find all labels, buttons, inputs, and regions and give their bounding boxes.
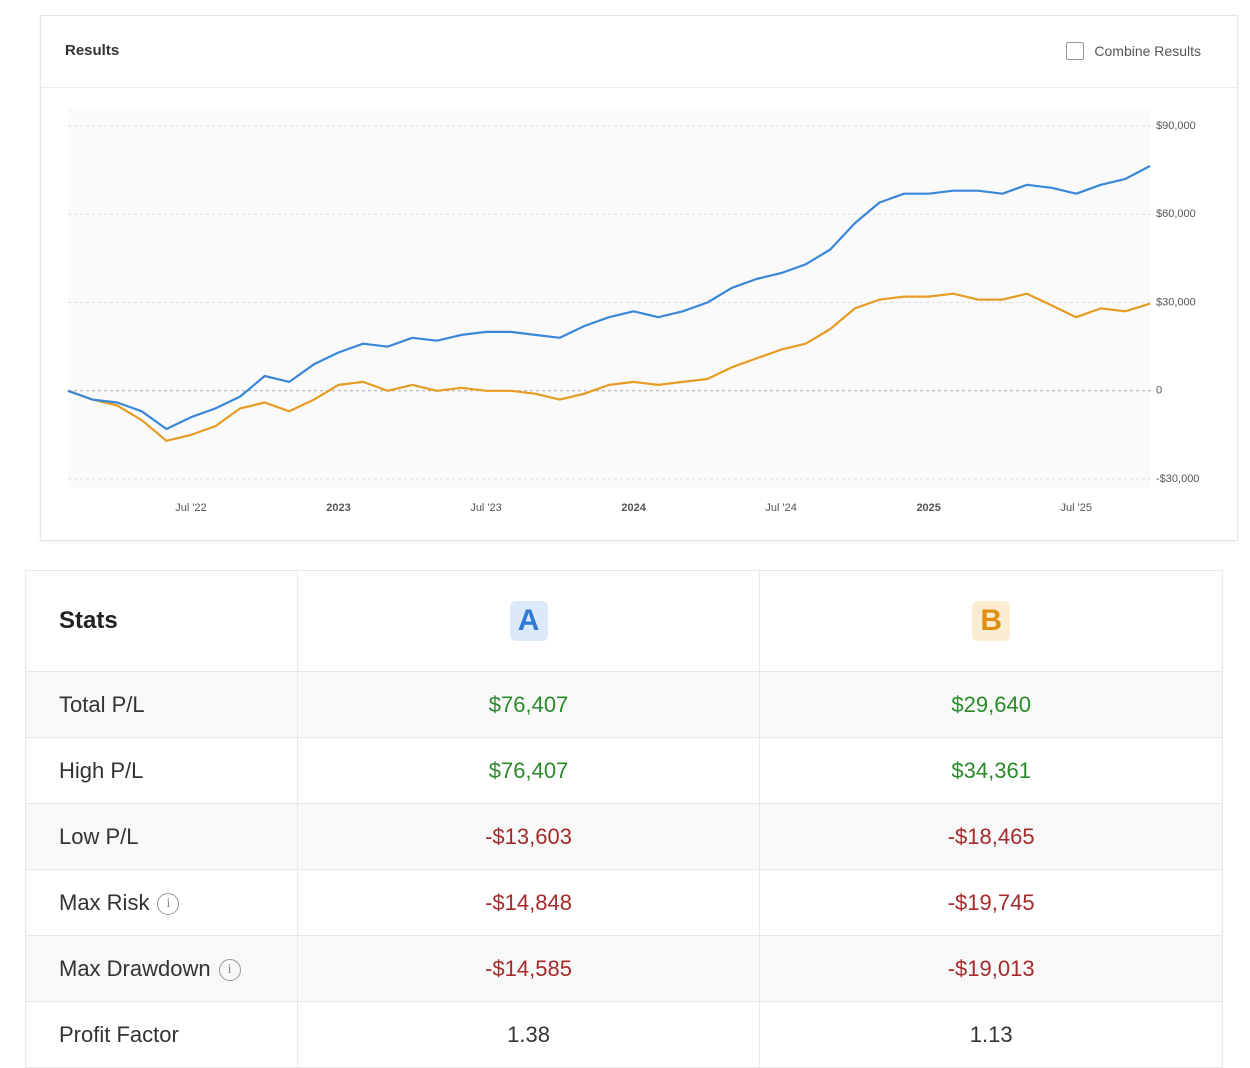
cell: -$18,465: [759, 803, 1223, 870]
x-tick-label: Jul '25: [1061, 502, 1092, 514]
y-tick-label: $90,000: [1156, 120, 1196, 132]
row-label: Low P/L: [25, 803, 298, 870]
cell: -$19,013: [759, 935, 1223, 1002]
cell: -$14,585: [296, 935, 761, 1002]
checkbox[interactable]: [1066, 42, 1085, 60]
header-cell: B: [759, 570, 1223, 672]
header-row: Stats A B: [25, 570, 1223, 672]
x-tick-label: 2025: [916, 502, 940, 514]
x-tick-label: Jul '23: [470, 502, 501, 514]
cell: -$14,848: [296, 869, 761, 936]
row-label-cell: Max Drawdown i: [25, 935, 298, 1002]
y-tick-label: -$30,000: [1156, 473, 1199, 485]
row: Max Risk i -$14,848 -$19,745: [25, 869, 1223, 936]
row-label: Max Risk: [59, 889, 150, 915]
y-tick-label: $30,000: [1156, 296, 1196, 308]
x-tick-label: Jul '22: [175, 502, 206, 514]
row-label: High P/L: [25, 737, 298, 804]
header-cell: Stats: [25, 570, 298, 672]
cell: 1.13: [759, 1001, 1223, 1068]
y-tick-label: $60,000: [1156, 208, 1196, 220]
row-label: Max Drawdown: [59, 955, 211, 981]
card-header: Results Combine Results: [41, 16, 1237, 88]
row: Low P/L -$13,603 -$18,465: [25, 803, 1223, 870]
row: High P/L $76,407 $34,361: [25, 737, 1223, 804]
series-line: [67, 292, 1151, 442]
card-title: Results: [65, 42, 120, 59]
cell: $76,407: [296, 737, 761, 804]
cell: $34,361: [759, 737, 1223, 804]
row: Max Drawdown i -$14,585 -$19,013: [25, 935, 1223, 1002]
row-label: Profit Factor: [25, 1001, 298, 1068]
info-icon[interactable]: i: [218, 958, 241, 981]
cell: $29,640: [759, 671, 1223, 738]
checkbox-label[interactable]: Combine Results: [1094, 43, 1201, 59]
x-tick-label: 2023: [326, 502, 350, 514]
plot-area: [68, 108, 1150, 488]
cell: $76,407: [296, 671, 761, 738]
row: Total P/L $76,407 $29,640: [25, 671, 1223, 738]
x-tick-label: Jul '24: [765, 502, 796, 514]
series-line: [67, 165, 1151, 431]
info-icon[interactable]: i: [157, 892, 180, 915]
stats-table: Stats A B Total P/L $76,407 $29,640 High P…: [25, 570, 1223, 1068]
y-tick-label: 0: [1156, 385, 1162, 397]
chart: -$30,000 0 $30,000 $60,000 $90,000 Jul '22 202…: [67, 108, 1199, 514]
row-label-cell: Max Risk i: [25, 869, 298, 936]
header-cell: A: [296, 570, 761, 672]
series-badge: A: [509, 601, 548, 641]
row-label: Total P/L: [25, 671, 298, 738]
combine-toggle[interactable]: Combine Results: [1066, 42, 1201, 60]
cell: -$19,745: [759, 869, 1223, 936]
cell: -$13,603: [296, 803, 761, 870]
results-card: Results Combine Results -$30,000 0 $30,000…: [40, 15, 1238, 541]
x-tick-label: 2024: [621, 502, 646, 514]
series-badge: B: [972, 601, 1011, 641]
